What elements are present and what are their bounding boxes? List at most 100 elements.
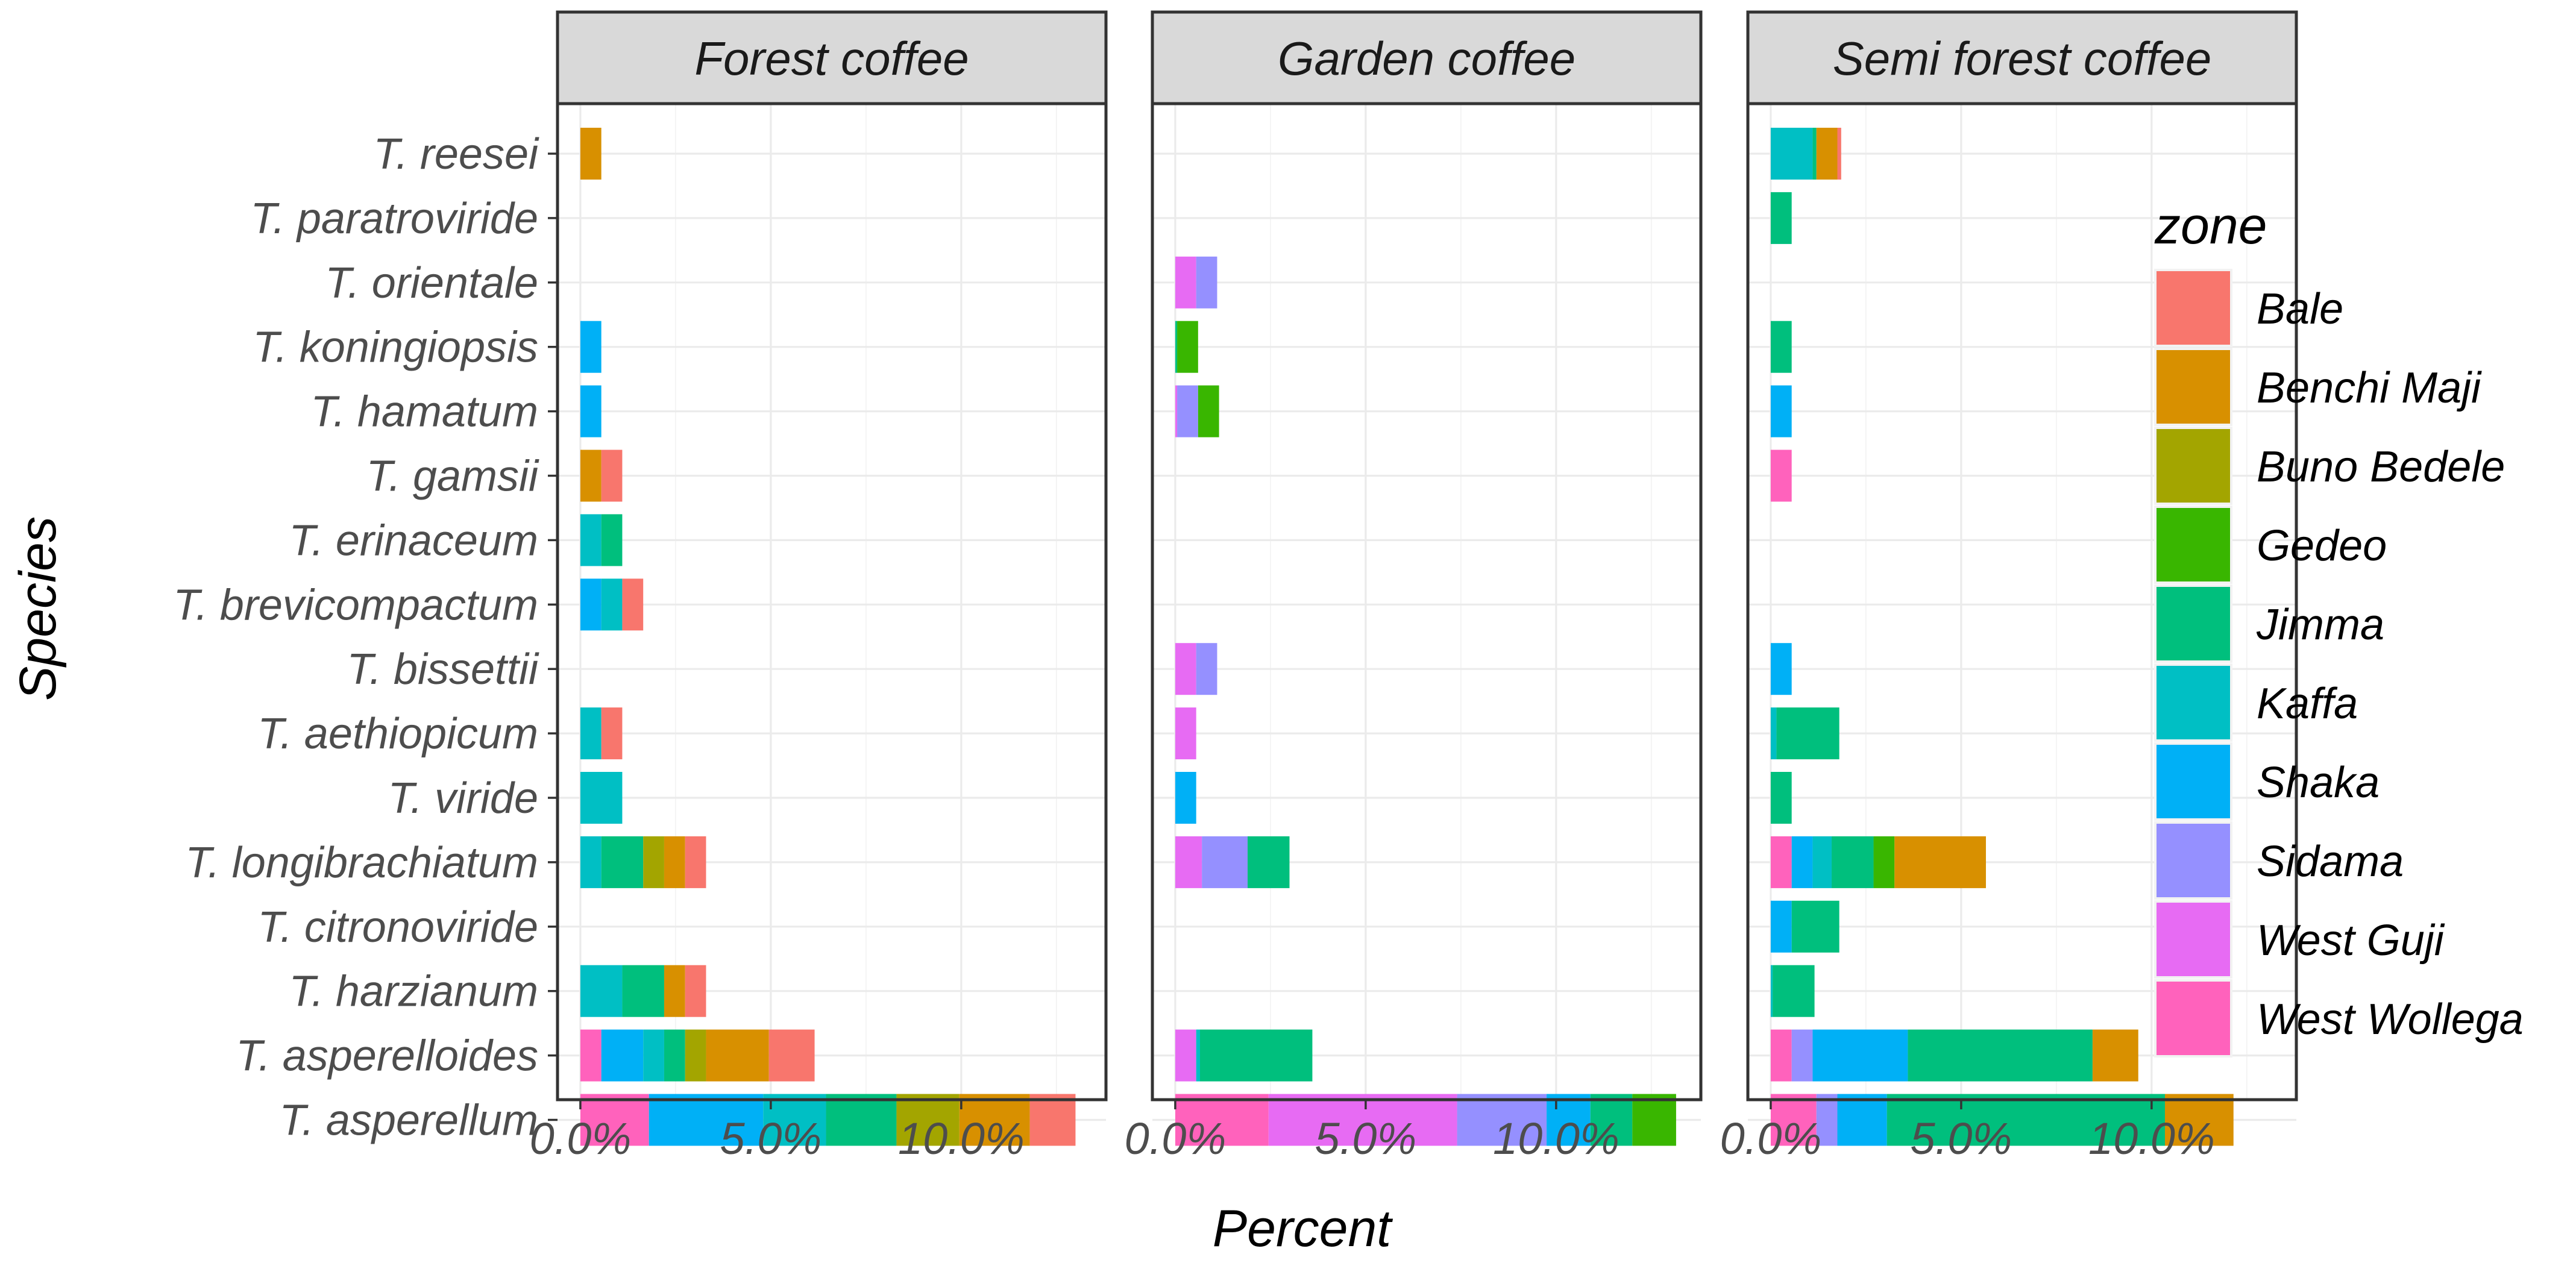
legend-key-west-guji: [2157, 903, 2230, 976]
y-tick-label-t-aethiopicum: T. aethiopicum: [257, 710, 538, 758]
bar-semi-forest-coffee-t-citronoviride-jimma: [1791, 900, 1839, 953]
bar-forest-coffee-t-asperellum-kaffa: [763, 1094, 826, 1146]
bar-garden-coffee-t-bissettii-sidama: [1196, 643, 1217, 695]
bar-forest-coffee-t-asperellum-benchi-maji: [959, 1094, 1030, 1146]
x-tick-label: 10.0%: [898, 1114, 1025, 1164]
bar-garden-coffee-t-bissettii-west-guji: [1175, 643, 1196, 695]
bar-semi-forest-coffee-t-aethiopicum-kaffa: [1770, 707, 1777, 760]
x-tick-label: 10.0%: [2088, 1114, 2215, 1164]
bar-semi-forest-coffee-t-harzianum-jimma: [1773, 965, 1815, 1017]
x-axis-title: Percent: [1213, 1200, 1393, 1258]
facet-title-semi-forest-coffee: Semi forest coffee: [1833, 32, 2212, 85]
bar-semi-forest-coffee-t-aethiopicum-jimma: [1776, 707, 1839, 760]
bar-forest-coffee-t-gamsii-benchi-maji: [580, 450, 602, 502]
bar-forest-coffee-t-hamatum-shaka: [580, 385, 602, 437]
legend-key-gedeo: [2157, 508, 2230, 581]
bar-forest-coffee-t-brevicompactum-shaka: [580, 578, 602, 631]
bar-forest-coffee-t-asperellum-shaka: [649, 1094, 764, 1146]
bar-semi-forest-coffee-t-reesei-kaffa: [1770, 128, 1813, 180]
bar-forest-coffee-t-aethiopicum-bale: [601, 707, 623, 760]
legend-label-west-guji: West Guji: [2257, 917, 2445, 965]
y-tick-label-t-hamatum: T. hamatum: [310, 388, 538, 436]
y-tick-label-t-viride: T. viride: [388, 774, 538, 823]
facet-strip-garden-coffee: [1151, 10, 1703, 105]
bar-forest-coffee-t-brevicompactum-kaffa: [601, 578, 623, 631]
bar-forest-coffee-t-longibrachiatum-bale: [685, 836, 706, 888]
y-tick-label-t-gamsii: T. gamsii: [366, 453, 539, 501]
bar-semi-forest-coffee-t-hamatum-shaka: [1770, 385, 1792, 437]
bar-garden-coffee-t-asperelloides-west-guji: [1175, 1029, 1196, 1082]
legend-key-sidama: [2157, 824, 2230, 897]
legend-label-gedeo: Gedeo: [2257, 522, 2387, 570]
y-tick-label-t-citronoviride: T. citronoviride: [257, 903, 538, 951]
bar-semi-forest-coffee-t-reesei-bale: [1837, 128, 1841, 180]
legend-label-sidama: Sidama: [2257, 838, 2404, 886]
bar-garden-coffee-t-asperelloides-kaffa: [1196, 1029, 1200, 1082]
bar-semi-forest-coffee-t-asperelloides-benchi-maji: [2092, 1029, 2138, 1082]
bar-garden-coffee-t-longibrachiatum-west-guji: [1175, 836, 1202, 888]
facet-strip-semi-forest-coffee: [1746, 10, 2298, 105]
bar-semi-forest-coffee-t-reesei-jimma: [1812, 128, 1817, 180]
bar-garden-coffee-t-hamatum-west-guji: [1175, 385, 1178, 437]
bar-forest-coffee-t-asperellum-buno-bedele: [896, 1094, 960, 1146]
y-tick-label-t-reesei: T. reesei: [374, 130, 539, 178]
bar-forest-coffee-t-harzianum-benchi-maji: [664, 965, 685, 1017]
bar-forest-coffee-t-harzianum-jimma: [622, 965, 664, 1017]
bar-forest-coffee-t-harzianum-kaffa: [580, 965, 623, 1017]
legend-label-buno-bedele: Buno Bedele: [2257, 443, 2505, 491]
legend-label-west-wollega: West Wollega: [2257, 995, 2524, 1044]
bar-forest-coffee-t-longibrachiatum-benchi-maji: [664, 836, 685, 888]
bar-forest-coffee-t-asperelloides-shaka: [601, 1029, 644, 1082]
bar-forest-coffee-t-asperellum-west-wollega: [580, 1094, 649, 1146]
y-tick-label-t-orientale: T. orientale: [325, 259, 538, 307]
bar-semi-forest-coffee-t-citronoviride-shaka: [1770, 900, 1792, 953]
bar-garden-coffee-t-asperellum-west-guji: [1268, 1094, 1457, 1146]
legend-label-shaka: Shaka: [2257, 759, 2380, 807]
bar-forest-coffee-t-harzianum-bale: [685, 965, 706, 1017]
bar-forest-coffee-t-koningiopsis-shaka: [580, 321, 602, 373]
bar-forest-coffee-t-erinaceum-jimma: [601, 514, 623, 566]
bar-semi-forest-coffee-t-asperellum-benchi-maji: [2164, 1094, 2234, 1146]
bar-forest-coffee-t-asperelloides-kaffa: [643, 1029, 664, 1082]
bar-garden-coffee-t-asperelloides-jimma: [1199, 1029, 1313, 1082]
bar-forest-coffee-t-asperelloides-buno-bedele: [685, 1029, 706, 1082]
legend-label-benchi-maji: Benchi Maji: [2257, 364, 2482, 412]
y-tick-label-t-paratroviride: T. paratroviride: [250, 195, 538, 243]
bar-forest-coffee-t-viride-kaffa: [580, 772, 623, 824]
panel-background: [556, 102, 1108, 1101]
bar-forest-coffee-t-longibrachiatum-buno-bedele: [643, 836, 664, 888]
bar-semi-forest-coffee-t-longibrachiatum-west-wollega: [1770, 836, 1792, 888]
x-tick-label: 10.0%: [1493, 1114, 1619, 1164]
bar-semi-forest-coffee-t-reesei-benchi-maji: [1816, 128, 1838, 180]
bar-forest-coffee-t-reesei-benchi-maji: [580, 128, 602, 180]
bar-semi-forest-coffee-t-longibrachiatum-kaffa: [1812, 836, 1832, 888]
bar-forest-coffee-t-erinaceum-kaffa: [580, 514, 602, 566]
facet-panels: Forest coffee Garden coffee Semi forest co…: [556, 10, 2298, 1146]
bar-garden-coffee-t-asperellum-shaka: [1547, 1094, 1591, 1146]
legend-title: zone: [2154, 197, 2267, 255]
panel-garden-coffee: Garden coffee: [1151, 10, 1703, 1146]
x-tick-label: 5.0%: [1911, 1114, 2012, 1164]
bar-garden-coffee-t-aethiopicum-west-guji: [1175, 707, 1196, 760]
panel-border: [1151, 102, 1703, 1101]
bar-semi-forest-coffee-t-harzianum-kaffa: [1770, 965, 1773, 1017]
bar-semi-forest-coffee-t-bissettii-shaka: [1770, 643, 1792, 695]
bar-garden-coffee-t-asperellum-jimma: [1590, 1094, 1633, 1146]
bar-forest-coffee-t-aethiopicum-kaffa: [580, 707, 602, 760]
bar-garden-coffee-t-longibrachiatum-jimma: [1247, 836, 1290, 888]
x-tick-label: 5.0%: [1315, 1114, 1417, 1164]
y-axis-title: Species: [9, 516, 67, 701]
panel-forest-coffee: Forest coffee: [556, 10, 1108, 1146]
bar-semi-forest-coffee-t-asperelloides-jimma: [1908, 1029, 2093, 1082]
x-tick-label: 0.0%: [1720, 1114, 1822, 1164]
bar-forest-coffee-t-asperelloides-west-wollega: [580, 1029, 602, 1082]
bar-forest-coffee-t-longibrachiatum-kaffa: [580, 836, 602, 888]
bar-garden-coffee-t-koningiopsis-jimma: [1175, 321, 1178, 373]
bar-garden-coffee-t-orientale-west-guji: [1175, 256, 1196, 309]
bar-semi-forest-coffee-t-asperelloides-sidama: [1791, 1029, 1813, 1082]
bar-garden-coffee-t-hamatum-sidama: [1177, 385, 1198, 437]
facet-title-garden-coffee: Garden coffee: [1278, 32, 1575, 85]
legend-label-jimma: Jimma: [2256, 601, 2384, 649]
panel-background: [1151, 102, 1703, 1101]
